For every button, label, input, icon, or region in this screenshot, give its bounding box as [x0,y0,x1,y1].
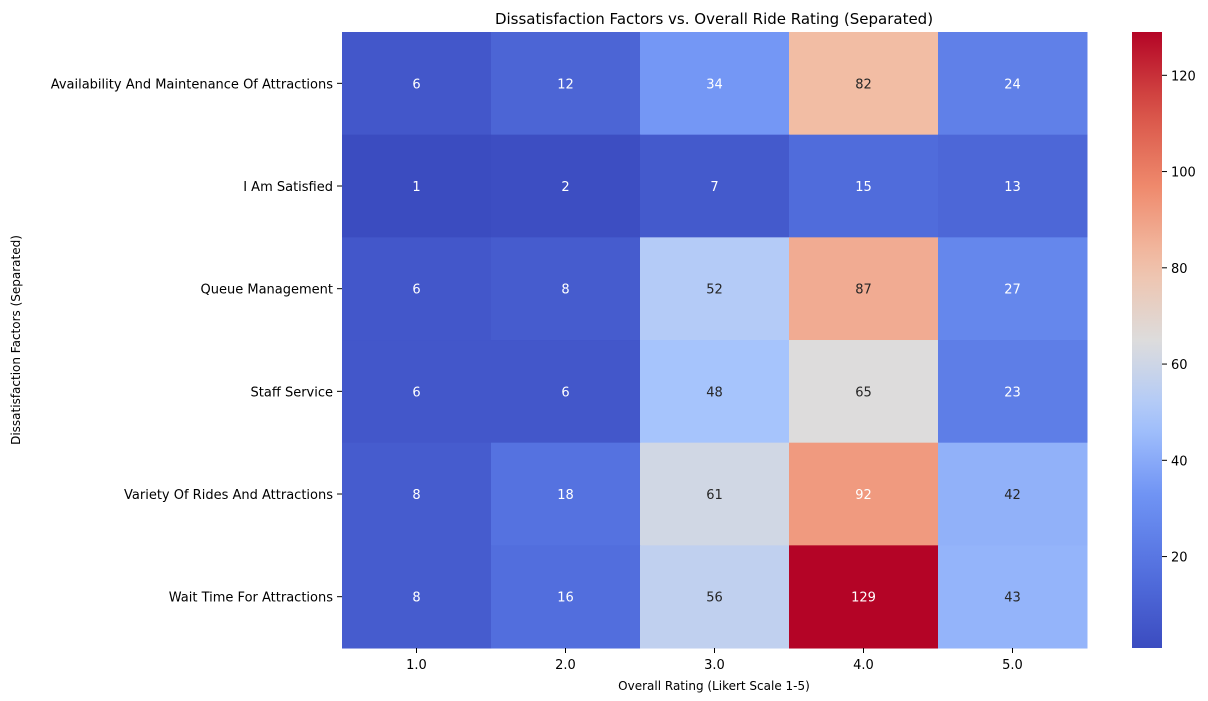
y-axis-tick-labels: Availability And Maintenance Of Attracti… [51,77,342,606]
cell-value-label: 8 [561,283,569,298]
cell-value-label: 6 [561,385,569,400]
heatmap-cells: 6 12 34 82 241 2 7 15 136 8 52 87 276 6 48 65 238 18 61 92 4… [342,32,1088,649]
heatmap-cell [789,340,939,444]
y-tick-label: Queue Management [201,283,333,298]
y-tick-label: Variety Of Rides And Attractions [124,488,333,503]
cell-value-label: 7 [710,180,718,195]
cell-value-label: 65 [855,385,872,400]
y-tick-label: Staff Service [251,385,333,400]
cell-value-label: 27 [1004,283,1021,298]
colorbar-tick-label: 20 [1171,551,1188,566]
cell-value-label: 56 [706,591,723,606]
y-tick-label: Availability And Maintenance Of Attracti… [51,77,334,92]
cell-value-label: 43 [1004,591,1021,606]
colorbar-tick-label: 100 [1171,166,1196,181]
heatmap-cell [789,134,939,238]
heatmap-cell [342,237,492,341]
heatmap-cell [640,32,790,136]
heatmap-cell [938,237,1088,341]
cell-value-label: 92 [855,488,872,503]
x-tick-label: 5.0 [1002,658,1023,673]
colorbar [1132,32,1162,648]
y-tick-label: I Am Satisfied [243,180,333,195]
heatmap-cell [640,545,790,649]
heatmap-cell [789,237,939,341]
y-tick-label: Wait Time For Attractions [169,591,333,606]
heatmap-cell [491,545,641,649]
heatmap-cell [342,32,492,136]
heatmap-cell [491,442,641,546]
heatmap-cell [789,545,939,649]
heatmap-cell [342,340,492,444]
cell-value-label: 8 [412,488,420,503]
heatmap-cell [491,237,641,341]
heatmap-cell [640,442,790,546]
x-tick-label: 4.0 [853,658,874,673]
chart-title: Dissatisfaction Factors vs. Overall Ride… [495,10,933,28]
colorbar-tick-label: 40 [1171,454,1188,469]
x-tick-label: 2.0 [555,658,576,673]
cell-value-label: 42 [1004,488,1021,503]
x-tick-label: 3.0 [704,658,725,673]
cell-value-label: 8 [412,591,420,606]
cell-value-label: 6 [412,283,420,298]
cell-value-label: 13 [1004,180,1021,195]
cell-value-label: 87 [855,283,872,298]
heatmap-cell [938,32,1088,136]
cell-value-label: 48 [706,385,723,400]
cell-value-label: 52 [706,283,723,298]
cell-value-label: 1 [412,180,420,195]
cell-value-label: 34 [706,77,723,92]
colorbar-tick-label: 60 [1171,358,1188,373]
colorbar-ticks: 20 40 60 80 100 120 [1162,69,1196,566]
heatmap-cell [789,442,939,546]
heatmap-cell [640,134,790,238]
cell-value-label: 82 [855,77,872,92]
cell-value-label: 16 [557,591,574,606]
heatmap-cell [640,340,790,444]
y-axis-label: Dissatisfaction Factors (Separated) [9,235,23,445]
cell-value-label: 24 [1004,77,1021,92]
heatmap-cell [342,134,492,238]
heatmap-cell [938,134,1088,238]
x-axis-label: Overall Rating (Likert Scale 1-5) [618,679,810,693]
heatmap-cell [491,32,641,136]
cell-value-label: 23 [1004,385,1021,400]
colorbar-tick-label: 120 [1171,69,1196,84]
cell-value-label: 15 [855,180,872,195]
heatmap-cell [938,545,1088,649]
colorbar-tick-label: 80 [1171,262,1188,277]
cell-value-label: 6 [412,77,420,92]
heatmap-cell [342,442,492,546]
x-tick-label: 1.0 [406,658,427,673]
cell-value-label: 18 [557,488,574,503]
heatmap-cell [491,134,641,238]
x-axis-tick-labels: 1.0 2.0 3.0 4.0 5.0 [406,648,1023,673]
cell-value-label: 2 [561,180,569,195]
heatmap-cell [938,442,1088,546]
cell-value-label: 6 [412,385,420,400]
heatmap-cell [938,340,1088,444]
heatmap-cell [640,237,790,341]
heatmap-cell [789,32,939,136]
cell-value-label: 61 [706,488,723,503]
heatmap-cell [342,545,492,649]
cell-value-label: 12 [557,77,574,92]
cell-value-label: 129 [851,591,876,606]
heatmap-cell [491,340,641,444]
